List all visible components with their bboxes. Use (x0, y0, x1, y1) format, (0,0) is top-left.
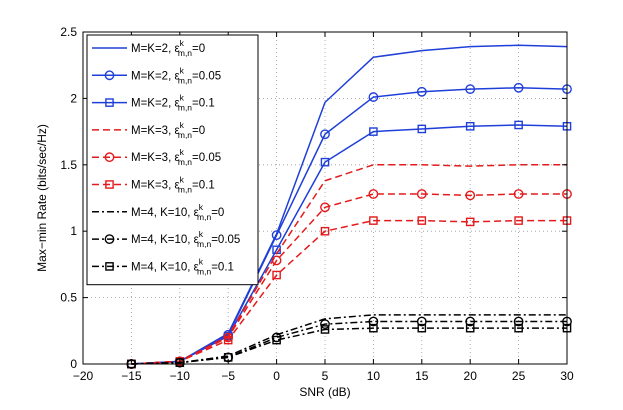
legend-label: M=4, K=10, εk m,n=0 (131, 202, 224, 222)
x-tick-label: 0 (273, 369, 280, 383)
legend-entry: M=K=2, εk m,n=0.1 (92, 93, 215, 113)
y-tick-label: 2.5 (60, 25, 77, 39)
data-point (417, 323, 427, 333)
data-point (223, 335, 233, 345)
data-point (465, 217, 475, 227)
data-point (272, 270, 281, 280)
legend-label: M=K=2, εk m,n=0.1 (131, 93, 215, 113)
legend-entry: M=K=2, εk m,n=0.05 (92, 65, 221, 85)
data-point (271, 230, 282, 241)
legend-label: M=K=3, εk m,n=0 (131, 120, 205, 140)
data-point (514, 120, 523, 130)
data-point (465, 84, 476, 95)
x-tick-label: −5 (221, 369, 235, 383)
data-point (513, 82, 524, 93)
legend-label: M=4, K=10, εk m,n=0.1 (131, 256, 234, 276)
x-tick-label: 30 (560, 369, 574, 383)
data-point (368, 92, 379, 102)
data-point (416, 316, 427, 327)
legend-marker (105, 180, 114, 189)
y-tick-label: 0.5 (60, 291, 77, 305)
x-tick-label: 20 (464, 369, 478, 383)
data-point (320, 202, 330, 213)
data-point (416, 189, 427, 199)
x-tick-label: −10 (170, 369, 191, 383)
data-point (320, 226, 330, 236)
data-point (320, 325, 330, 334)
x-tick-label: 15 (415, 369, 429, 383)
data-point (416, 86, 427, 97)
series-line (131, 124, 568, 365)
series-4 (131, 164, 567, 365)
legend-entry: M=K=3, εk m,n=0.05 (92, 147, 221, 167)
series-line (131, 219, 567, 365)
series-layer (126, 44, 572, 369)
data-point (369, 127, 378, 136)
legend-label: M=K=2, εk m,n=0.05 (131, 65, 221, 85)
legend-marker (104, 152, 115, 163)
data-point (368, 189, 379, 199)
data-point (320, 129, 330, 140)
legend-label: M=K=3, εk m,n=0.05 (131, 147, 221, 167)
x-tick-label: 25 (512, 369, 526, 383)
data-point (513, 189, 524, 199)
legend-label: M=4, K=10, εk m,n=0.05 (131, 229, 240, 249)
legend: M=K=2, εk m,n=0 M=K=2, εk m,n=0.05 M=K=2, εk… (86, 34, 259, 286)
legend-box (86, 34, 259, 286)
data-point (320, 319, 330, 330)
x-tick-label: −20 (73, 369, 94, 383)
data-point (514, 323, 523, 333)
x-tick-label: 10 (367, 369, 381, 383)
legend-marker (105, 262, 114, 271)
legend-entry: M=4, K=10, εk m,n=0 (92, 202, 224, 222)
y-tick-label: 2 (70, 91, 77, 105)
legend-label: M=K=3, εk m,n=0.1 (131, 175, 215, 195)
legend-marker (104, 234, 115, 245)
x-axis-label: SNR (dB) (299, 385, 350, 399)
data-point (368, 316, 379, 327)
legend-marker (104, 70, 115, 81)
data-point (465, 190, 476, 201)
data-point (272, 335, 281, 345)
legend-entry: M=4, K=10, εk m,n=0.05 (92, 229, 240, 249)
data-point (417, 124, 427, 134)
legend-label: M=K=2, εk m,n=0 (131, 38, 205, 58)
x-tick-label: 5 (322, 369, 329, 383)
y-tick-label: 0 (70, 357, 77, 371)
legend-entry: M=4, K=10, εk m,n=0.1 (92, 256, 234, 276)
series-7 (131, 314, 567, 365)
data-point (320, 157, 330, 167)
legend-entry: M=K=3, εk m,n=0 (92, 120, 205, 140)
data-point (465, 121, 475, 131)
x-tick-label: −15 (121, 369, 142, 383)
data-point (514, 216, 523, 225)
series-line (131, 164, 567, 365)
data-point (369, 216, 378, 225)
data-point (271, 255, 282, 266)
series-line (131, 193, 567, 365)
y-tick-label: 1 (70, 224, 77, 238)
legend-marker (105, 98, 114, 107)
data-point (513, 316, 524, 327)
series-line (131, 314, 567, 365)
data-point (417, 216, 427, 225)
legend-entry: M=K=2, εk m,n=0 (92, 38, 205, 58)
legend-entry: M=K=3, εk m,n=0.1 (92, 175, 215, 195)
data-point (465, 323, 475, 333)
y-tick-label: 1.5 (60, 158, 77, 172)
data-point (465, 316, 476, 327)
data-point (369, 323, 378, 333)
y-axis-label: Max−min Rate (bits/sec/Hz) (35, 124, 49, 272)
